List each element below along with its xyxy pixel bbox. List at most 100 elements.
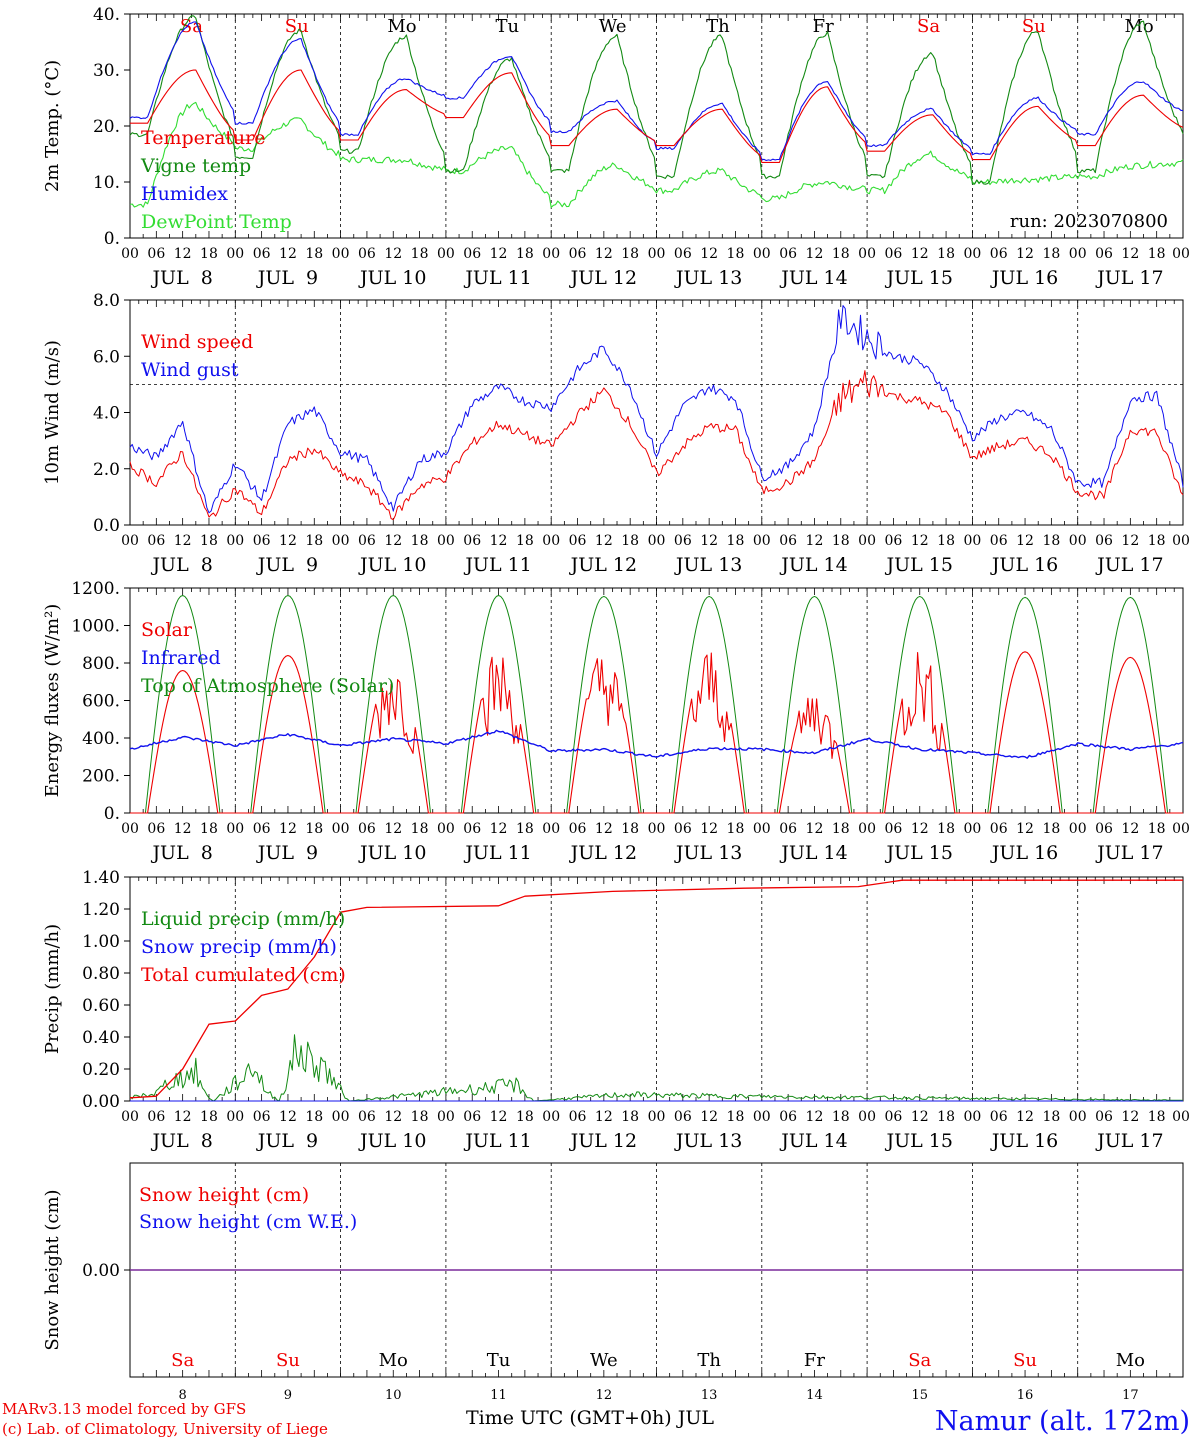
y-tick-label: 0.60 <box>82 996 120 1016</box>
y-axis-label: 10m Wind (m/s) <box>42 340 63 485</box>
hour-tick-label: 00 <box>332 1109 350 1125</box>
hour-tick-label: 00 <box>121 821 139 837</box>
date-label: JUL 14 <box>779 267 847 289</box>
y-tick-label: 0. <box>104 229 120 249</box>
legend-5: Snow height (cm) Snow height (cm W.E.) <box>139 1184 357 1233</box>
day-number-label: 8 <box>179 1388 187 1403</box>
panel-2: 0.0 2.0 4.0 6.0 8.0 10m Wind (m/s) <box>42 291 1184 536</box>
hour-tick-label: 12 <box>490 1109 508 1125</box>
hour-tick-label: 06 <box>990 246 1008 262</box>
hour-tick-label: 18 <box>621 1109 639 1125</box>
legend-entry: Humidex <box>141 183 228 205</box>
hour-tick-label: 12 <box>806 1109 824 1125</box>
hour-tick-label: 12 <box>1016 821 1034 837</box>
legend-entry: Liquid precip (mm/h) <box>141 908 345 930</box>
hour-tick-label: 18 <box>937 821 955 837</box>
y-axis-label: Energy fluxes (W/m²) <box>42 604 63 798</box>
hour-tick-label: 18 <box>832 246 850 262</box>
date-label: JUL 15 <box>885 1130 953 1152</box>
hour-tick-label: 06 <box>885 246 903 262</box>
hour-tick-label: 12 <box>490 821 508 837</box>
time-axis-1: 00 06 12 18 JUL 8 00 06 12 18 JUL 9 00 06 12 18 JUL 10… <box>121 246 1190 289</box>
y-tick-label: 0.00 <box>82 1092 120 1112</box>
hour-tick-label: 06 <box>674 1109 692 1125</box>
y-tick-label: 40. <box>93 5 120 25</box>
weekday-label: Mo <box>1116 1350 1145 1371</box>
date-label: JUL 15 <box>885 267 953 289</box>
date-label: JUL 9 <box>256 842 318 864</box>
station-label: Namur (alt. 172m) <box>935 1406 1190 1437</box>
hour-tick-label: 06 <box>990 533 1008 549</box>
hour-tick-label: 18 <box>200 821 218 837</box>
hour-tick-label: 18 <box>1148 246 1166 262</box>
y-tick-label: 2.0 <box>93 460 120 480</box>
panel-1: 0. 10. 20. 30. 40. 2m Temp. (°C) Sa Su Mo Tu We Th F… <box>42 5 1184 249</box>
footer: MARv3.13 model forced by GFS (c) Lab. of … <box>2 1400 1190 1438</box>
y-tick-label: 1.20 <box>82 900 120 920</box>
hour-tick-label: 18 <box>200 533 218 549</box>
date-label: JUL 11 <box>463 1130 531 1152</box>
hour-tick-label: 00 <box>332 246 350 262</box>
hour-tick-label: 12 <box>174 533 192 549</box>
hour-tick-label: 00 <box>437 246 455 262</box>
date-label: JUL 17 <box>1095 1130 1163 1152</box>
hour-tick-label: 12 <box>1016 533 1034 549</box>
day-number-label: 9 <box>284 1388 292 1403</box>
series-red-line <box>129 370 1184 521</box>
hour-tick-label: 06 <box>463 246 481 262</box>
hour-tick-label: 06 <box>779 1109 797 1125</box>
y-tick-label: 1.00 <box>82 932 120 952</box>
date-label: JUL 16 <box>990 554 1058 576</box>
hour-tick-label: 12 <box>700 821 718 837</box>
legend-entry: Temperature <box>141 127 265 149</box>
date-label: JUL 13 <box>674 1130 742 1152</box>
hour-tick-label: 06 <box>253 533 271 549</box>
hour-tick-label: 00 <box>437 1109 455 1125</box>
hour-tick-label: 12 <box>279 1109 297 1125</box>
day-number-label: 17 <box>1122 1388 1139 1403</box>
hour-tick-label: 06 <box>569 533 587 549</box>
date-label: JUL 8 <box>150 1130 212 1152</box>
hour-tick-label: 00 <box>121 246 139 262</box>
series-green-line <box>129 1034 1184 1102</box>
legend-4: Liquid precip (mm/h) Snow precip (mm/h) To… <box>141 908 346 986</box>
hour-tick-label: 00 <box>648 821 666 837</box>
hour-tick-label: 00 <box>226 533 244 549</box>
hour-tick-label: 06 <box>990 821 1008 837</box>
hour-tick-label: 06 <box>358 246 376 262</box>
day-number-label: 15 <box>911 1388 928 1403</box>
hour-tick-label: 18 <box>621 533 639 549</box>
hour-tick-label: 00 <box>858 1109 876 1125</box>
hour-tick-label: 12 <box>1121 1109 1139 1125</box>
date-label: JUL 8 <box>150 267 212 289</box>
time-axis-4: 00 06 12 18 JUL 8 00 06 12 18 JUL 9 00 06 12 18 JUL 10… <box>121 1109 1190 1152</box>
hour-tick-label: 06 <box>569 246 587 262</box>
y-tick-label: 200. <box>82 767 120 787</box>
hour-tick-label: 18 <box>832 1109 850 1125</box>
hour-tick-label: 18 <box>305 821 323 837</box>
hour-tick-label: 06 <box>779 533 797 549</box>
hour-tick-label: 18 <box>1148 1109 1166 1125</box>
day-number-label: 12 <box>596 1388 613 1403</box>
series-red-line <box>130 651 1183 814</box>
hour-tick-label: 12 <box>806 821 824 837</box>
day-number-label: 16 <box>1017 1388 1034 1403</box>
date-label: JUL 11 <box>463 842 531 864</box>
date-label: JUL 16 <box>990 267 1058 289</box>
weekday-label: Sa <box>180 16 203 37</box>
hour-tick-label: 18 <box>200 246 218 262</box>
hour-tick-label: 00 <box>963 533 981 549</box>
weekday-label: Th <box>697 1350 721 1371</box>
time-axis-3: 00 06 12 18 JUL 8 00 06 12 18 JUL 9 00 06 12 18 JUL 10… <box>121 821 1190 864</box>
hour-tick-label: 12 <box>595 821 613 837</box>
run-label: run: 2023070800 <box>1010 211 1168 232</box>
hour-tick-label: 00 <box>1172 1109 1190 1125</box>
day-number-label: 10 <box>385 1388 402 1403</box>
y-tick-label: 1000. <box>71 617 120 637</box>
hour-tick-label: 18 <box>411 1109 429 1125</box>
hour-tick-label: 00 <box>332 533 350 549</box>
y-tick-label: 600. <box>82 692 120 712</box>
hour-tick-label: 12 <box>911 246 929 262</box>
hour-tick-label: 06 <box>463 533 481 549</box>
